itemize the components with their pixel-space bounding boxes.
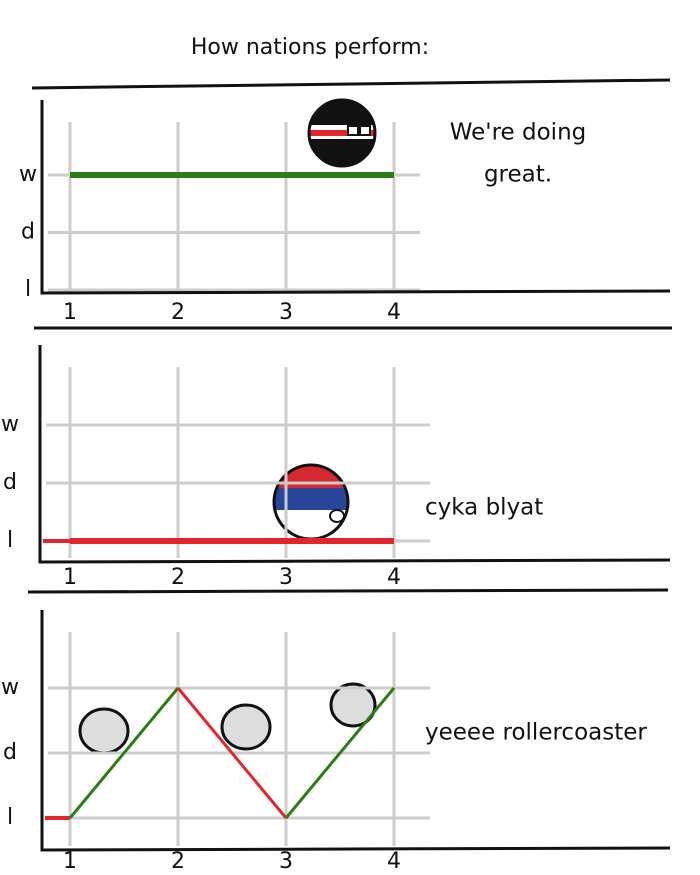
y-tick-label: d [21,220,35,245]
x-tick-label: 1 [63,849,77,874]
x-tick-label: 1 [63,300,77,325]
x-tick-label: 2 [171,849,185,874]
page-title: How nations perform: [191,35,429,60]
annotation: We're doing [450,120,587,146]
line-segment [176,687,288,819]
y-tick-label: l [25,277,31,302]
axis [40,100,671,295]
ball-3 [78,682,377,755]
y-tick-label: w [1,412,19,437]
ball-1 [307,98,377,168]
axis [38,345,671,564]
axis [40,610,671,852]
y-tick-label: w [1,675,19,700]
countryballs [78,98,377,755]
x-tick-label: 3 [279,849,293,874]
annotation: cyka blyat [425,495,543,521]
x-tick-label: 2 [171,300,185,325]
y-tick-label: d [3,740,17,765]
y-tick-label: d [3,470,17,495]
x-tick-label: 4 [387,849,401,874]
x-tick-label: 4 [387,565,401,590]
x-tick-label: 2 [171,565,185,590]
y-tick-label: l [7,528,13,553]
annotation: great. [484,162,552,188]
x-tick-label: 4 [387,300,401,325]
x-tick-label: 1 [63,565,77,590]
line-segment [284,687,396,819]
panel-borders [27,78,672,594]
y-tick-label: l [7,805,13,830]
ball-2 [272,463,350,541]
line-segment [68,687,180,819]
x-tick-label: 3 [279,300,293,325]
annotation: yeeee rollercoaster [425,720,647,746]
x-tick-label: 3 [279,565,293,590]
y-tick-label: w [19,162,37,187]
